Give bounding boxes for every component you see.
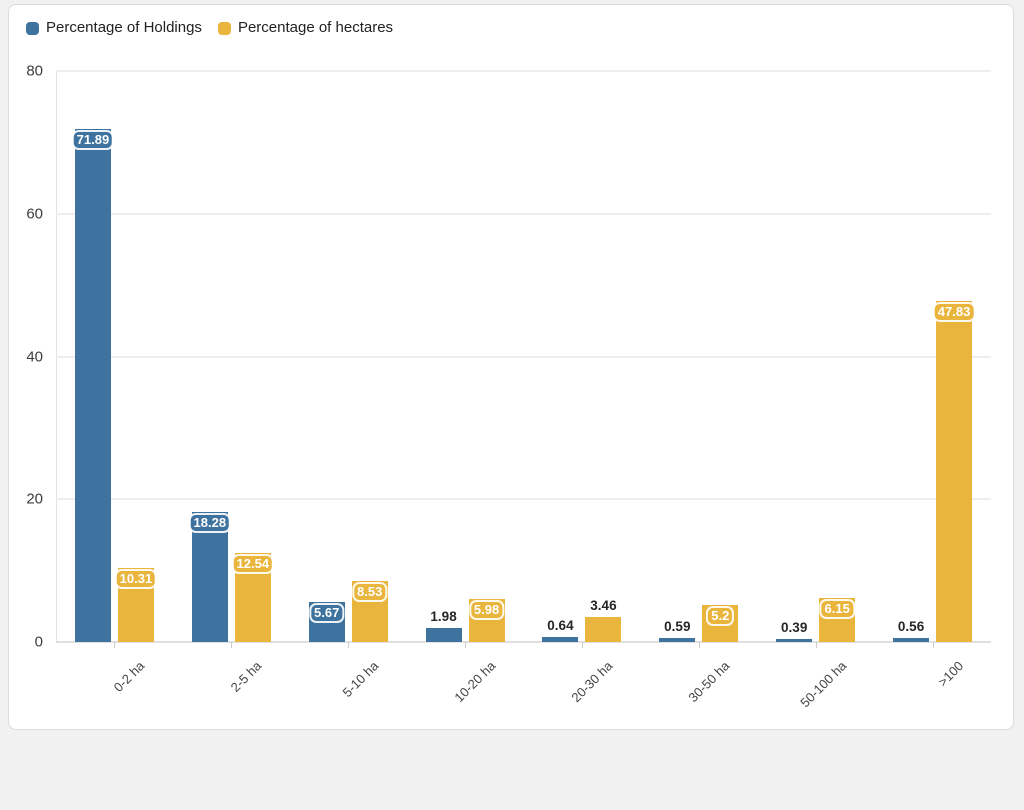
gridline-y-80	[56, 70, 991, 72]
legend-item-holdings: Percentage of Holdings	[26, 19, 202, 37]
value-label-hectares-2: 8.53	[354, 584, 386, 601]
legend: Percentage of Holdings Percentage of hec…	[26, 19, 393, 37]
value-label-hectares-4: 3.46	[590, 598, 617, 614]
y-tick-label-40: 40	[26, 348, 43, 365]
x-tick-1	[231, 642, 233, 648]
value-label-holdings-5: 0.59	[664, 618, 691, 634]
bar-hectares-0[interactable]: 10.31	[116, 568, 156, 642]
bar-holdings-5[interactable]	[659, 637, 696, 642]
bar-holdings-1[interactable]: 18.28	[190, 511, 230, 642]
value-label-holdings-7: 0.56	[897, 619, 925, 635]
bar-hectares-1[interactable]: 12.54	[233, 552, 273, 642]
value-label-holdings-3: 1.98	[430, 608, 457, 624]
x-tick-7	[932, 642, 934, 648]
bar-holdings-2[interactable]: 5.67	[308, 601, 345, 642]
value-label-holdings-1: 18.28	[190, 514, 230, 531]
legend-swatch-holdings-icon	[26, 21, 39, 35]
gridline-y-40	[56, 355, 991, 358]
gridline-y-0	[56, 641, 991, 643]
legend-label-hectares: Percentage of hectares	[237, 19, 394, 36]
x-tick-0	[114, 642, 116, 648]
value-label-holdings-2: 5.67	[311, 604, 343, 621]
y-tick-label-20: 20	[26, 490, 43, 508]
x-tick-3	[465, 642, 467, 648]
bar-holdings-3[interactable]	[425, 627, 462, 642]
value-label-hectares-5: 5.2	[708, 607, 733, 624]
legend-item-hectares: Percentage of hectares	[217, 19, 394, 37]
bar-holdings-0[interactable]: 71.89	[73, 128, 113, 642]
value-label-holdings-6: 0.39	[781, 620, 808, 636]
bar-hectares-7[interactable]: 47.83	[934, 300, 974, 642]
bar-hectares-4[interactable]	[585, 617, 622, 642]
x-tick-4	[581, 642, 583, 648]
bar-holdings-7[interactable]	[893, 638, 930, 642]
value-label-hectares-3: 5.98	[470, 602, 503, 619]
legend-label-holdings: Percentage of Holdings	[46, 19, 202, 36]
x-tick-5	[698, 642, 700, 648]
y-tick-label-0: 0	[34, 633, 43, 651]
x-tick-2	[348, 642, 350, 648]
y-tick-label-60: 60	[26, 205, 43, 223]
x-tick-6	[815, 642, 817, 648]
chart-card: Percentage of Holdings Percentage of hec…	[8, 4, 1014, 730]
value-label-hectares-0: 10.31	[116, 571, 156, 588]
value-label-holdings-0: 71.89	[73, 131, 113, 148]
bar-hectares-6[interactable]: 6.15	[819, 598, 856, 642]
bar-hectares-2[interactable]: 8.53	[351, 581, 388, 642]
value-label-hectares-7: 47.83	[934, 303, 974, 320]
gridline-y-20	[56, 498, 991, 501]
value-label-holdings-4: 0.64	[547, 618, 574, 634]
gridline-y-60	[56, 212, 991, 215]
bar-hectares-5[interactable]: 5.2	[702, 604, 739, 642]
bar-hectares-3[interactable]: 5.98	[468, 599, 505, 642]
legend-swatch-hectares-icon	[217, 21, 231, 35]
value-label-hectares-6: 6.15	[821, 601, 853, 618]
value-label-hectares-1: 12.54	[233, 555, 273, 572]
bar-holdings-6[interactable]	[776, 639, 813, 642]
bar-holdings-4[interactable]	[542, 637, 579, 642]
plot-area: 0 20 40 60 80 0-2 ha 71.89 10.31 2-5 ha 18.28 12.5…	[26, 63, 991, 710]
y-tick-label-80: 80	[26, 62, 43, 80]
